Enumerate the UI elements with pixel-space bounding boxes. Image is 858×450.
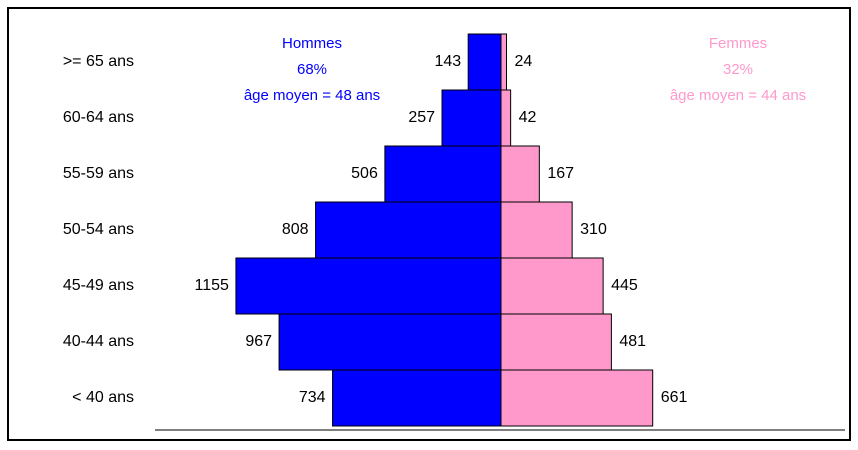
bar <box>235 257 502 315</box>
value-label: 967 <box>245 333 272 350</box>
legend-note: âge moyen = 48 ans <box>244 87 380 104</box>
legend-note: 68% <box>297 61 327 78</box>
bar <box>500 313 612 371</box>
bar <box>500 257 604 315</box>
value-label: 734 <box>299 389 326 406</box>
value-label: 808 <box>282 221 309 238</box>
legend-name: Hommes <box>282 35 342 52</box>
value-label: 1155 <box>195 277 230 294</box>
category-label: 50-54 ans <box>63 221 134 238</box>
bar <box>500 145 540 203</box>
value-label: 481 <box>619 333 646 350</box>
value-label: 661 <box>661 389 688 406</box>
value-label: 445 <box>611 277 638 294</box>
bar <box>500 369 654 427</box>
bar <box>500 33 508 91</box>
bar <box>278 313 502 371</box>
category-label: < 40 ans <box>72 389 134 406</box>
legend-note: 32% <box>723 61 753 78</box>
category-label: 40-44 ans <box>63 333 134 350</box>
bar <box>315 201 502 259</box>
value-label: 310 <box>580 221 607 238</box>
value-label: 167 <box>547 165 574 182</box>
value-label: 506 <box>351 165 378 182</box>
value-label: 257 <box>408 109 435 126</box>
bar <box>441 89 502 147</box>
bar <box>467 33 502 91</box>
category-label: 55-59 ans <box>63 165 134 182</box>
category-label: 45-49 ans <box>63 277 134 294</box>
bar <box>384 145 502 203</box>
value-label: 42 <box>519 109 537 126</box>
legend-note: âge moyen = 44 ans <box>670 87 806 104</box>
bar <box>500 89 512 147</box>
category-label: >= 65 ans <box>63 53 134 70</box>
legend-name: Femmes <box>709 35 767 52</box>
bar <box>500 201 573 259</box>
bar <box>332 369 502 427</box>
value-label: 24 <box>515 53 533 70</box>
value-label: 143 <box>434 53 461 70</box>
category-label: 60-64 ans <box>63 109 134 126</box>
